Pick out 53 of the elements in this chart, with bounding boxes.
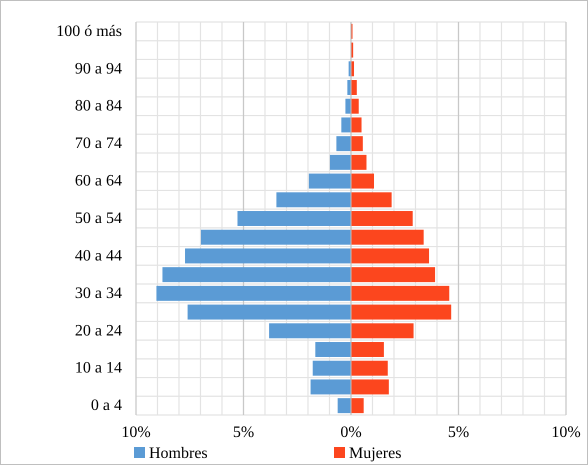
bar [351,136,363,152]
bar [351,286,450,301]
bar [188,304,351,320]
x-tick-label: 10% [551,424,581,441]
y-tick-label: 60 a 64 [74,172,122,190]
x-tick-label: 10% [121,424,151,441]
bar [351,174,374,189]
bar [351,248,430,264]
bar [351,230,424,245]
bar [269,323,351,338]
bar [345,98,351,114]
bar [341,117,351,132]
bar [351,360,388,376]
bar [351,304,452,320]
bar [351,154,366,170]
bar [200,230,351,245]
y-tick-label: 30 a 34 [74,284,122,302]
y-tick-label: 80 a 84 [74,98,122,115]
bar [312,360,351,376]
x-tick-label: 5% [232,424,254,441]
bar [351,117,362,132]
bar [156,286,351,301]
bar [330,154,351,170]
bar [315,342,351,357]
bar [351,80,357,95]
bar [336,136,351,152]
x-tick-label: 0% [340,424,362,441]
bar [338,398,351,414]
bar [351,323,414,338]
y-tick-label: 100 ó más [56,22,122,40]
y-tick-label: 50 a 54 [74,210,122,227]
legend-label: Hombres [149,445,208,462]
y-tick-label: 10 a 14 [74,360,122,377]
bar [308,174,351,189]
y-tick-label: 20 a 24 [74,322,122,340]
bar [276,192,351,208]
y-tick-label: 70 a 74 [74,135,122,152]
bar [351,342,384,357]
legend-label: Mujeres [349,445,402,462]
bar [351,267,436,282]
y-tick-label: 90 a 94 [74,60,122,78]
bar [351,192,392,208]
bar [162,267,351,282]
bar [310,379,351,394]
bar [351,379,389,394]
bar [185,248,351,264]
bar [237,211,351,226]
bar [351,211,413,226]
y-tick-label: 0 a 4 [90,397,122,414]
bar [351,98,359,114]
x-tick-label: 5% [448,424,470,441]
y-tick-label: 40 a 44 [74,247,122,264]
bar [351,398,364,414]
